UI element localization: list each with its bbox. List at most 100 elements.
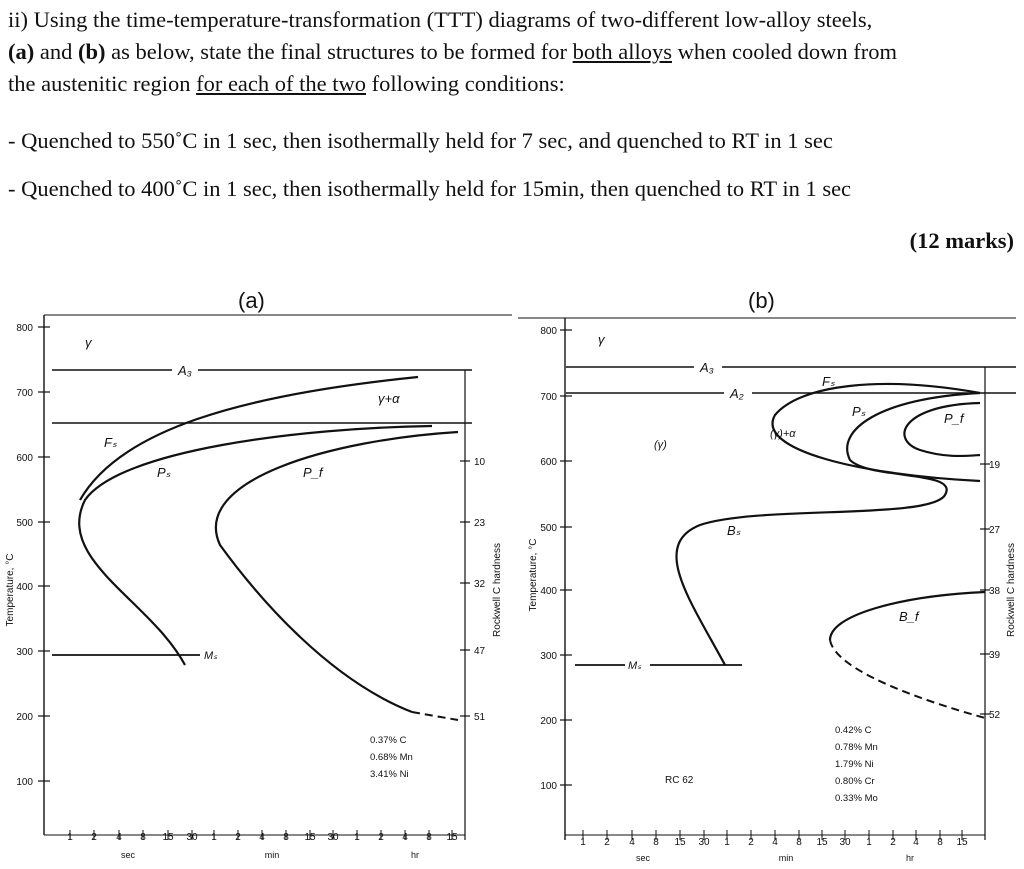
diagram-b-x-tick: 2 — [748, 837, 754, 848]
diagram-b-hardness-27: 27 — [989, 525, 1001, 536]
diagram-b-a2-label: A₂ — [729, 386, 744, 401]
diagram-a-x-tick: 4 — [402, 832, 408, 843]
diagram-a-pearlite-finish-dashed — [411, 711, 459, 721]
condition-2: - Quenched to 400˚C in 1 sec, then isoth… — [8, 176, 852, 201]
diagram-b-x-tick: 1 — [724, 837, 730, 848]
diagram-b-composition-mo: 0.33% Mo — [835, 793, 878, 804]
diagram-b-y-tick-700: 700 — [540, 392, 557, 403]
diagram-a-y-axis-label: Temperature, °C — [5, 554, 16, 627]
diagram-b — [518, 317, 1016, 840]
diagram-a-labels: 800 700 600 500 400 300 200 100 10 23 32… — [5, 323, 503, 860]
diagram-b-y-tick-200: 200 — [540, 716, 557, 727]
diagram-b-y-tick-500: 500 — [540, 523, 557, 534]
diagram-a-hardness-10: 10 — [474, 457, 486, 468]
diagram-b-x-tick: 1 — [866, 837, 872, 848]
diagram-b-bainite-finish-dashed — [829, 639, 986, 719]
question-line-1: ii) Using the time-temperature-transform… — [8, 7, 873, 32]
diagram-a-x-tick: 1 — [67, 832, 73, 843]
diagram-a-y-tick-700: 700 — [16, 388, 33, 399]
diagram-a-x-tick: 8 — [140, 832, 146, 843]
diagram-a-hardness-47: 47 — [474, 646, 486, 657]
diagram-b-labels: 800 700 600 500 400 300 200 100 19 27 38… — [528, 326, 1017, 863]
diagram-b-unit-min: min — [779, 853, 794, 863]
diagram-a-hardness-32: 32 — [474, 579, 486, 590]
diagram-a-gamma-label: γ — [85, 335, 93, 350]
diagram-a-x-tick: 30 — [186, 832, 198, 843]
diagram-b-y-tick-marks — [560, 329, 572, 786]
diagram-b-x-tick: 4 — [772, 837, 778, 848]
diagram-a-y-tick-400: 400 — [16, 582, 33, 593]
diagram-b-y-tick-300: 300 — [540, 651, 557, 662]
diagram-b-unit-sec: sec — [636, 853, 651, 863]
question-text-tail: following conditions: — [366, 71, 565, 96]
diagram-a-pearlite-start-curve — [78, 424, 433, 666]
diagram-b-ms-label: Mₛ — [628, 660, 642, 672]
diagram-a-unit-hr: hr — [411, 850, 419, 860]
diagram-b-y-tick-600: 600 — [540, 457, 557, 468]
diagram-b-x-tick: 4 — [629, 837, 635, 848]
diagram-a-x-tick: 1 — [211, 832, 217, 843]
diagram-b-x-tick: 8 — [937, 837, 943, 848]
diagram-a-x-tick: 15 — [446, 832, 458, 843]
diagram-b-y-tick-100: 100 — [540, 781, 557, 792]
each-of-two-underlined: for each of the two — [196, 71, 367, 96]
diagram-b-y-tick-400: 400 — [540, 586, 557, 597]
question-text: ii) Using the time-temperature-transform… — [8, 4, 1018, 100]
diagram-a-y-tick-800: 800 — [16, 323, 33, 334]
diagram-a-x-tick: 1 — [354, 832, 360, 843]
diagram-b-fs-label: Fₛ — [822, 374, 835, 389]
diagram-b-gamma-alpha-label: (γ)+α — [770, 428, 796, 440]
diagram-a-x-tick-labels: 1 2 4 8 15 30 1 2 4 8 15 30 1 2 4 8 15 s… — [67, 832, 458, 860]
question-text-start: the austenitic region — [8, 71, 197, 96]
diagram-a-y-tick-500: 500 — [16, 518, 33, 529]
diagram-a-ms-label: Mₛ — [204, 650, 218, 662]
diagram-b-composition-mn: 0.78% Mn — [835, 742, 878, 753]
diagram-a-y-tick-300: 300 — [16, 647, 33, 658]
diagram-b-gamma-label: γ — [598, 332, 606, 347]
question-line-2: (a) and (b) as below, state the final st… — [8, 36, 1018, 68]
diagram-b-x-tick: 2 — [604, 837, 610, 848]
diagram-a-unit-min: min — [265, 850, 280, 860]
question-line-3: the austenitic region for each of the tw… — [8, 68, 1018, 100]
diagram-b-pearlite-finish-curve — [903, 401, 981, 458]
diagram-a-x-tick: 30 — [327, 832, 339, 843]
diagram-b-ps-label: Pₛ — [852, 404, 866, 419]
diagram-a-composition-ni: 3.41% Ni — [370, 769, 409, 780]
diagram-b-a3-label: A₃ — [699, 360, 714, 375]
diagram-b-hardness-tick-marks — [980, 463, 990, 715]
diagram-b-gamma-paren-label: (γ) — [654, 439, 667, 451]
diagram-b-x-tick: 30 — [839, 837, 851, 848]
diagram-a-label: (a) — [238, 288, 265, 313]
diagram-a-x-tick: 8 — [283, 832, 289, 843]
diagram-a-fs-label: Fₛ — [104, 435, 117, 450]
diagram-b-x-tick-marks — [582, 830, 963, 840]
diagram-b-bs-label: Bₛ — [727, 523, 741, 538]
diagram-a-x-tick: 8 — [426, 832, 432, 843]
diagram-b-x-tick: 2 — [890, 837, 896, 848]
diagram-b-x-tick: 15 — [956, 837, 968, 848]
diagram-a-x-tick: 15 — [304, 832, 316, 843]
diagram-b-bf-label: B_f — [899, 609, 920, 624]
diagram-a-hardness-axis-label: Rockwell C hardness — [492, 543, 503, 637]
diagram-b-x-tick: 15 — [816, 837, 828, 848]
diagram-b-hardness-38: 38 — [989, 586, 1001, 597]
diagram-b-x-tick: 8 — [653, 837, 659, 848]
diagram-a-pearlite-finish-curve — [214, 430, 459, 714]
both-alloys-underlined: both alloys — [572, 39, 673, 64]
diagram-b-composition-cr: 0.80% Cr — [835, 776, 875, 787]
diagram-b-x-tick: 4 — [913, 837, 919, 848]
diagram-b-hardness-axis-label: Rockwell C hardness — [1006, 543, 1017, 637]
marks-label: (12 marks) — [909, 228, 1014, 253]
diagram-a-hardness-tick-marks — [460, 460, 470, 717]
diagram-a-y-tick-200: 200 — [16, 712, 33, 723]
condition-1: - Quenched to 550˚C in 1 sec, then isoth… — [8, 128, 833, 153]
diagram-a-composition-mn: 0.68% Mn — [370, 752, 413, 763]
diagram-a-ferrite-start-curve — [79, 375, 419, 501]
diagram-b-rc-label: RC 62 — [665, 775, 694, 786]
diagram-b-unit-hr: hr — [906, 853, 914, 863]
diagram-a-x-tick-marks — [69, 830, 453, 840]
diagram-a-x-tick: 4 — [116, 832, 122, 843]
diagram-b-hardness-52: 52 — [989, 710, 1001, 721]
diagram-a-ps-label: Pₛ — [157, 465, 171, 480]
